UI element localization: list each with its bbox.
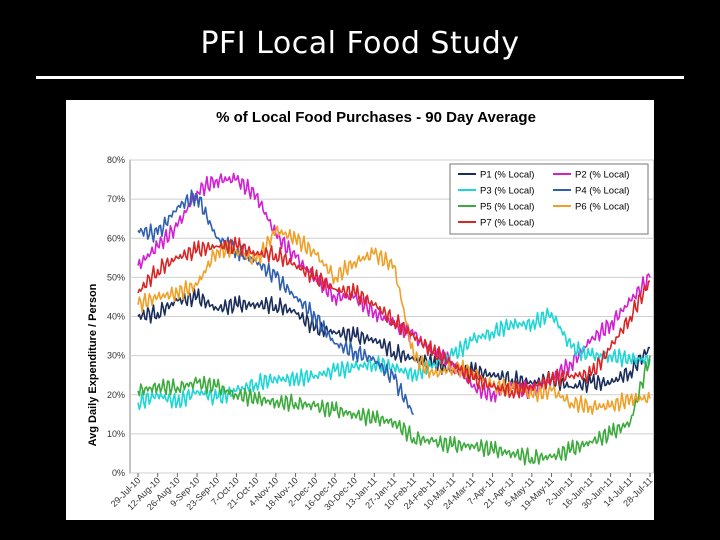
series-line-p4 (137, 189, 414, 416)
y-tick-label: 30% (107, 351, 125, 361)
legend-box (449, 163, 649, 235)
legend-entry: P5 (% Local) (480, 202, 534, 213)
legend-entry: P6 (% Local) (575, 202, 629, 213)
series-line-p3 (137, 307, 651, 411)
chart-title: % of Local Food Purchases - 90 Day Avera… (216, 109, 536, 126)
legend-entry: P1 (% Local) (480, 170, 534, 181)
y-tick-label: 20% (107, 390, 125, 400)
y-tick-label: 10% (107, 429, 125, 439)
y-axis-label: Avg Daily Expenditure / Person (87, 283, 99, 446)
y-tick-label: 50% (107, 272, 125, 282)
legend-entry: P4 (% Local) (575, 186, 629, 197)
chart-panel: % of Local Food Purchases - 90 Day Avera… (66, 100, 655, 520)
slide-title: PFI Local Food Study (200, 26, 520, 61)
y-tick-label: 70% (107, 194, 125, 204)
y-tick-label: 40% (107, 312, 125, 322)
title-underline (36, 76, 684, 79)
series-line-p1 (137, 288, 651, 394)
legend-entry: P2 (% Local) (575, 170, 629, 181)
series-line-p6 (137, 225, 651, 415)
chart-legend: P1 (% Local) P2 (% Local) P3 (% Local) P4 (… (449, 163, 649, 235)
series-line-p5 (137, 355, 651, 466)
y-tick-label: 0% (112, 468, 125, 478)
y-tick-label: 80% (107, 155, 125, 165)
y-tick-label: 60% (107, 233, 125, 243)
series-line-p7 (137, 236, 650, 399)
legend-entry: P3 (% Local) (480, 186, 534, 197)
line-chart: % of Local Food Purchases - 90 Day Avera… (87, 109, 655, 512)
legend-entry: P7 (% Local) (480, 218, 534, 229)
